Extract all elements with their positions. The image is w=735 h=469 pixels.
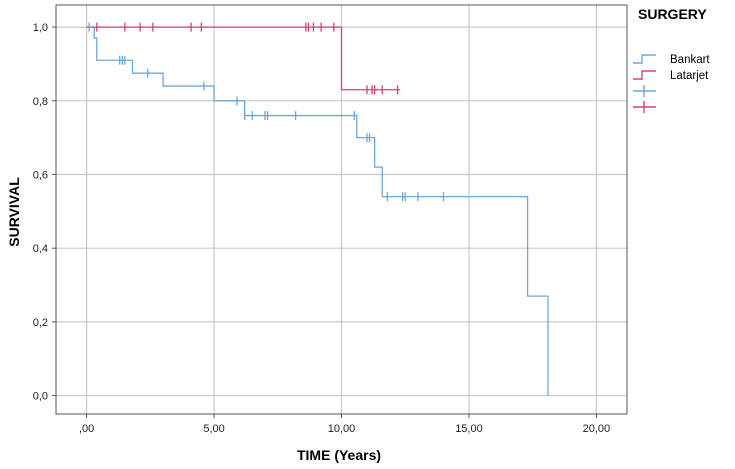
y-tick-label: 0,8 — [33, 96, 48, 108]
x-tick-label: 5,00 — [203, 423, 224, 435]
y-tick-label: 0,6 — [33, 169, 48, 181]
y-tick-label: 0,2 — [33, 317, 48, 329]
y-tick-label: 0,0 — [33, 391, 48, 403]
legend-entry-latarjet: Latarjet — [633, 70, 709, 82]
legend-entries: Bankart Latarjet — [633, 54, 710, 113]
legend-title: SURGERY — [638, 6, 707, 22]
series-line-bankart — [86, 26, 549, 396]
x-axis-title: TIME (Years) — [297, 447, 381, 463]
y-tick-label: 1,0 — [33, 22, 48, 34]
x-tick-label: 10,00 — [328, 423, 356, 435]
x-tick-label: 15,00 — [455, 423, 483, 435]
series-line-latarjet — [86, 26, 401, 91]
x-tick-label: ,00 — [79, 423, 94, 435]
y-axis-ticks: 0,0 0,2 0,4 0,6 0,8 1,0 — [33, 22, 56, 403]
legend-entry-bankart: Bankart — [633, 54, 710, 66]
legend-label: Latarjet — [670, 70, 709, 82]
y-axis-title: SURVIVAL — [6, 177, 22, 247]
legend-swatch — [633, 54, 656, 64]
y-tick-label: 0,4 — [33, 243, 48, 255]
x-axis-ticks: ,00 5,00 10,00 15,00 20,00 — [79, 414, 610, 435]
survival-curves — [86, 26, 549, 396]
legend-entry-censor-2 — [633, 85, 656, 97]
legend-label: Bankart — [670, 54, 710, 66]
censor-marks — [88, 22, 445, 202]
legend-swatch — [633, 70, 656, 80]
legend-entry-censor-3 — [633, 101, 656, 113]
legend: SURGERY Bankart Latarjet — [633, 6, 710, 113]
x-tick-label: 20,00 — [583, 423, 611, 435]
